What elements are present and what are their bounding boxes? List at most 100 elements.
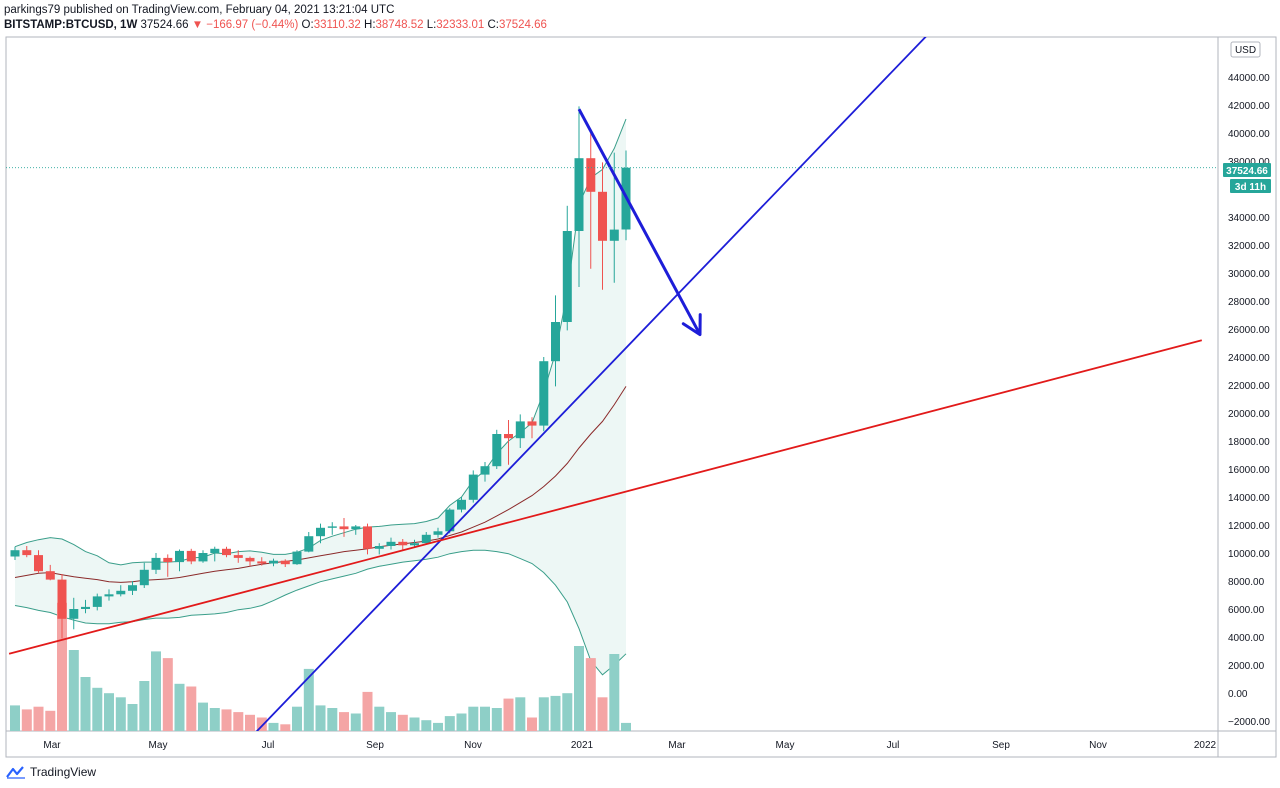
candle-body[interactable]	[515, 421, 525, 439]
volume-bar	[21, 709, 32, 731]
candle-body[interactable]	[504, 434, 513, 439]
candle-body[interactable]	[586, 158, 596, 192]
volume-bar	[444, 716, 455, 731]
volume-bar	[57, 602, 67, 731]
volume-bar	[68, 650, 79, 731]
red-trendline[interactable]	[8, 339, 1203, 655]
volume-bar	[491, 708, 502, 731]
candle-body[interactable]	[492, 434, 502, 467]
candle-body[interactable]	[257, 561, 267, 564]
tradingview-logo[interactable]: TradingView	[6, 765, 96, 779]
currency-badge[interactable]	[1230, 41, 1261, 58]
volume-bar	[268, 722, 279, 731]
volume-bar	[33, 706, 44, 731]
volume-bar	[433, 722, 443, 731]
candle-body[interactable]	[198, 553, 208, 562]
candle-body[interactable]	[81, 606, 90, 609]
volume-bar	[468, 706, 479, 731]
candle-body[interactable]	[468, 474, 478, 500]
candle-body[interactable]	[351, 526, 361, 530]
candle-body[interactable]	[92, 596, 102, 607]
close-value: 37524.66	[498, 19, 547, 31]
volume-bar	[292, 706, 302, 731]
candle-body[interactable]	[163, 557, 173, 563]
candle-body[interactable]	[445, 509, 455, 532]
price-tick-label: 30000.00	[1228, 269, 1270, 280]
volume-bar	[421, 720, 432, 731]
candle-body[interactable]	[210, 548, 220, 553]
countdown-tag	[1230, 179, 1271, 193]
volume-bar	[597, 697, 608, 731]
open-value: 33110.32	[313, 19, 361, 31]
candle-body[interactable]	[57, 579, 67, 619]
candle-body[interactable]	[269, 560, 278, 564]
volume-bar	[362, 691, 373, 731]
countdown-label: 3d 11h	[1235, 182, 1266, 193]
symbol-interval[interactable]: BITSTAMP:BTCUSD, 1W	[4, 19, 138, 31]
trendlines[interactable]	[8, 21, 1203, 732]
price-tick-label: 6000.00	[1228, 605, 1265, 616]
axis-corner	[1217, 730, 1277, 758]
price-change: ▼ −166.97 (−0.44%)	[191, 19, 299, 31]
candle-body[interactable]	[316, 527, 325, 537]
candle-body[interactable]	[22, 550, 32, 556]
candle-body[interactable]	[34, 555, 43, 572]
volume-bar	[480, 706, 490, 731]
volume-bar	[233, 712, 244, 731]
currency-label: USD	[1235, 45, 1256, 56]
candle-body[interactable]	[175, 550, 184, 563]
volume-bar	[538, 697, 549, 731]
candle-body[interactable]	[480, 466, 490, 475]
candle-body[interactable]	[151, 557, 161, 570]
candle-body[interactable]	[363, 526, 372, 549]
candle-body[interactable]	[222, 548, 231, 556]
candle-body[interactable]	[457, 499, 466, 510]
volume-bar	[327, 708, 338, 731]
candle-body[interactable]	[551, 322, 560, 362]
volume-bar	[550, 695, 561, 731]
candle-body[interactable]	[398, 541, 408, 546]
last-price-tag	[1223, 163, 1271, 177]
current-price: 37524.66	[140, 19, 189, 31]
candle-body[interactable]	[527, 421, 537, 426]
volume-bar	[574, 646, 584, 731]
candle-body[interactable]	[609, 229, 619, 241]
candle-body[interactable]	[539, 361, 549, 426]
candle-body[interactable]	[45, 571, 55, 580]
candle-body[interactable]	[104, 594, 114, 597]
candle-body[interactable]	[304, 536, 314, 552]
time-axis[interactable]	[5, 730, 1219, 758]
candle-body[interactable]	[116, 590, 126, 595]
bollinger-fill	[15, 119, 626, 675]
low-value: 32333.01	[436, 19, 485, 31]
candle-body[interactable]	[245, 557, 255, 562]
candle-body[interactable]	[280, 560, 290, 565]
downtrend-arrow-line[interactable]	[577, 108, 702, 336]
candle-body[interactable]	[433, 531, 443, 535]
time-tick-label: Sep	[992, 740, 1010, 751]
candle-body[interactable]	[10, 550, 20, 557]
candle-body[interactable]	[139, 569, 149, 586]
candle-body[interactable]	[574, 158, 584, 231]
candle-body[interactable]	[69, 609, 79, 619]
candle-body[interactable]	[410, 543, 419, 546]
candle-body[interactable]	[327, 526, 337, 528]
candle-body[interactable]	[386, 541, 396, 546]
candle-body[interactable]	[128, 585, 137, 591]
last-price-label: 37524.66	[1226, 166, 1268, 177]
blue-trendline[interactable]	[255, 21, 941, 732]
price-axis[interactable]	[1217, 36, 1277, 732]
candle-body[interactable]	[598, 191, 607, 241]
price-tick-label: 14000.00	[1228, 493, 1270, 504]
candle-body[interactable]	[562, 231, 572, 322]
candle-body[interactable]	[374, 546, 384, 549]
candle-body[interactable]	[421, 534, 431, 544]
candle-body[interactable]	[292, 551, 302, 565]
price-tick-label: 16000.00	[1228, 465, 1270, 476]
volume-bar	[280, 724, 291, 731]
candle-body[interactable]	[233, 555, 243, 558]
candle-body[interactable]	[186, 550, 196, 562]
candle-body[interactable]	[339, 526, 349, 530]
price-tick-label: 38000.00	[1228, 157, 1270, 168]
